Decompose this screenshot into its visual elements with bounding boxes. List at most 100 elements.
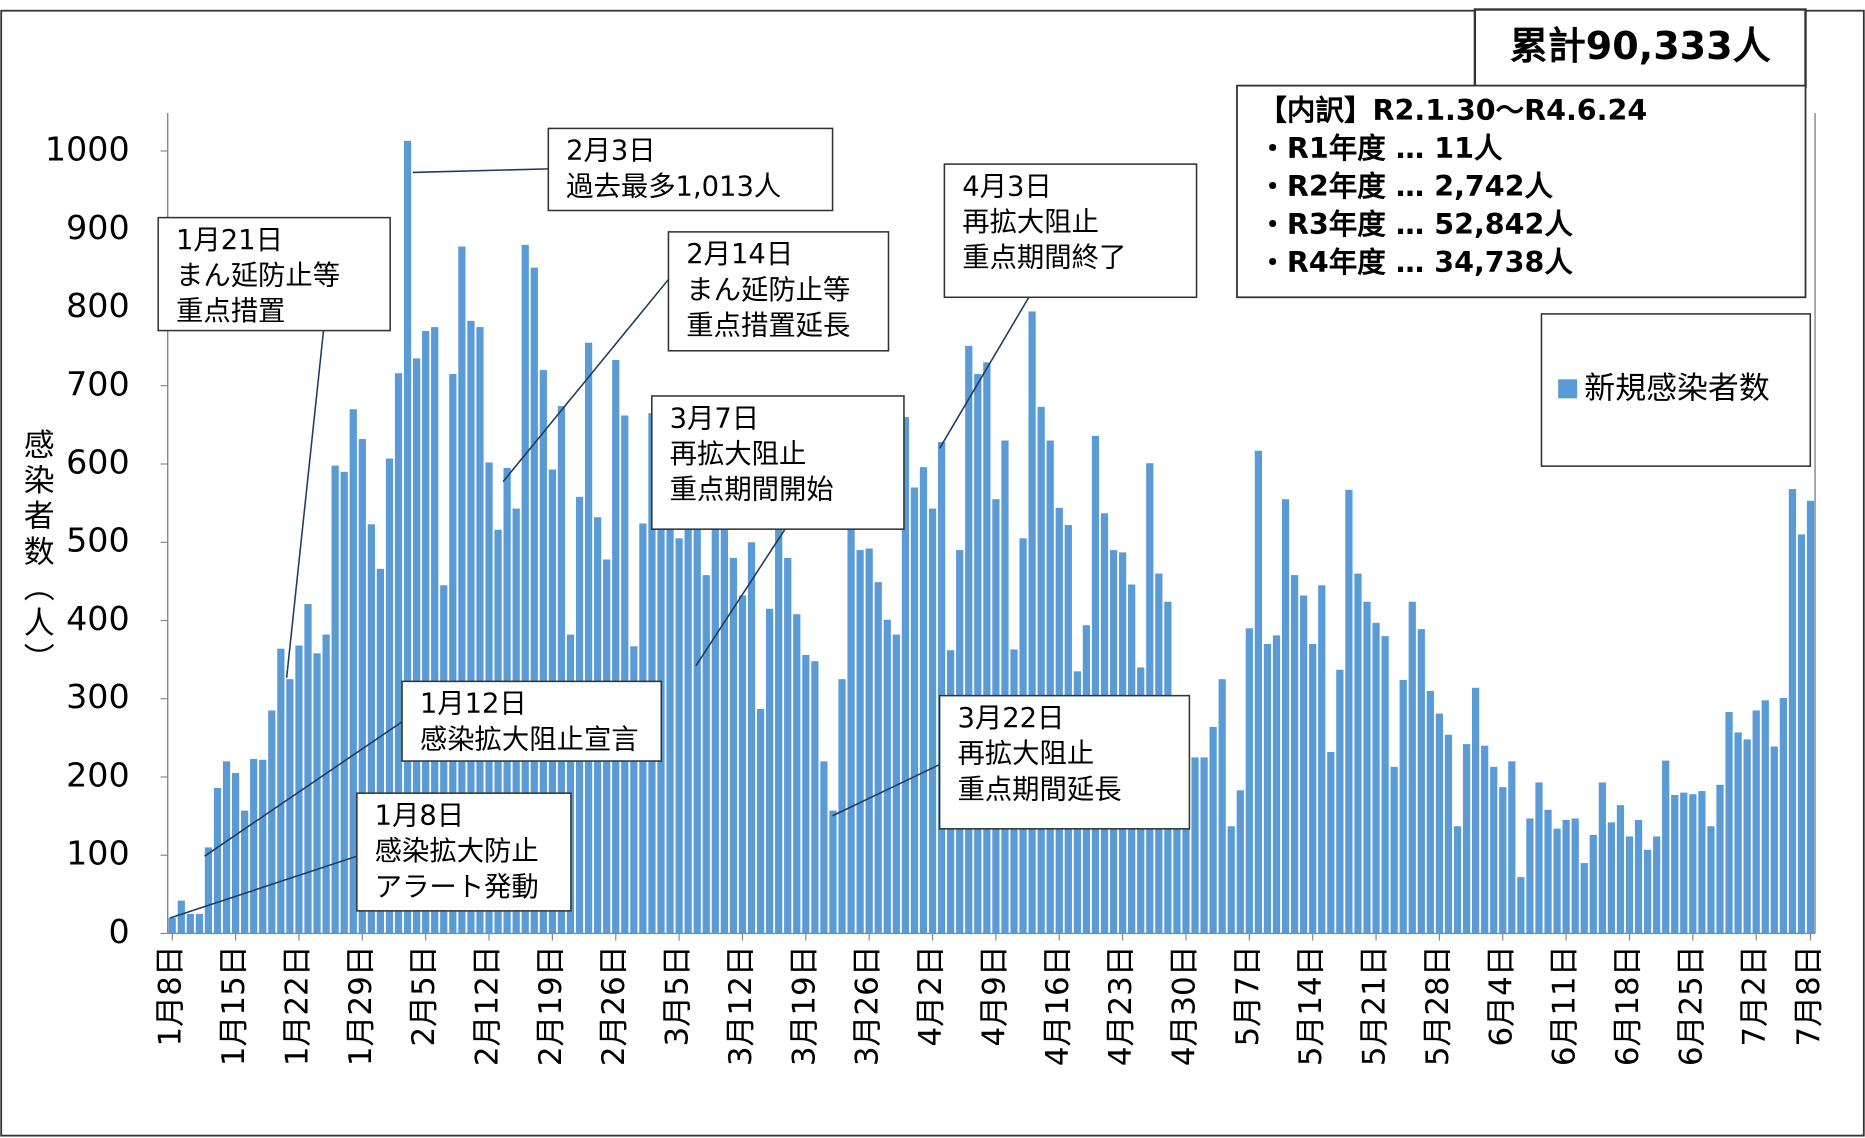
bar <box>720 495 728 934</box>
bar <box>648 413 656 934</box>
x-tick-label: 4月30日 <box>1166 945 1202 1066</box>
bar <box>1472 687 1480 934</box>
bar <box>1281 499 1290 934</box>
x-tick-label: 2月12日 <box>470 945 506 1066</box>
bar <box>277 648 285 934</box>
bar <box>1562 820 1570 934</box>
bar <box>765 608 774 934</box>
bar <box>322 634 330 934</box>
bar <box>811 661 819 934</box>
bar <box>1752 710 1760 934</box>
bar <box>738 595 747 934</box>
bar <box>1698 791 1706 934</box>
bar <box>1734 732 1742 934</box>
annotation-text: 重点期間終了 <box>962 243 1126 274</box>
bar <box>1354 573 1362 934</box>
bar <box>1499 787 1507 934</box>
bar <box>856 550 864 934</box>
bar <box>612 359 620 934</box>
bar <box>557 406 566 934</box>
bar <box>367 524 375 934</box>
bar <box>847 518 855 934</box>
x-tick-label: 1月29日 <box>343 945 379 1066</box>
bar <box>1182 737 1190 934</box>
bar <box>1616 805 1625 934</box>
annotation-leader <box>832 763 940 817</box>
bar <box>1399 679 1407 934</box>
bar <box>259 759 267 934</box>
bar <box>1544 809 1552 934</box>
bar <box>1218 679 1226 934</box>
bar <box>313 653 321 934</box>
bar <box>412 358 421 934</box>
bar <box>1490 766 1498 934</box>
annotation-text: 重点措置 <box>176 296 285 327</box>
bar <box>1797 534 1806 934</box>
bar <box>231 773 240 934</box>
bar <box>1643 849 1652 934</box>
annotation-text: 3月7日 <box>670 403 759 434</box>
bar <box>295 645 303 934</box>
y-tick-label: 800 <box>66 286 130 325</box>
bar <box>1553 828 1561 934</box>
bar <box>467 320 475 934</box>
annotation-leader <box>502 278 670 483</box>
x-tick-label: 6月11日 <box>1547 945 1583 1066</box>
y-tick-label: 900 <box>66 208 130 247</box>
annotation-text: アラート発動 <box>375 872 539 903</box>
annotation-text: 再拡大阻止 <box>670 439 807 470</box>
x-tick-label: 5月14日 <box>1293 945 1329 1066</box>
bar <box>177 900 185 934</box>
bar <box>431 327 439 934</box>
bar <box>1408 601 1416 934</box>
bar <box>1046 440 1054 934</box>
y-tick-label: 600 <box>66 443 130 482</box>
annotation-text: 2月3日 <box>566 136 655 167</box>
annotation-box <box>157 216 391 332</box>
bar <box>937 442 946 934</box>
breakdown-text: ・R3年度 … 52,842人 <box>1258 208 1573 241</box>
bar <box>1254 450 1263 934</box>
x-tick-label: 7月8日 <box>1791 945 1827 1046</box>
bar <box>974 374 982 934</box>
x-tick-label: 4月23日 <box>1103 945 1139 1066</box>
bar <box>711 526 719 934</box>
bar <box>666 495 674 934</box>
x-tick-label: 2月26日 <box>596 945 632 1066</box>
bar <box>747 542 756 934</box>
bar <box>1263 643 1272 934</box>
y-axis-label: 感染者数（人） <box>18 428 54 678</box>
legend-label: 新規感染者数 <box>1584 371 1770 407</box>
y-tick-label: 1000 <box>45 130 130 169</box>
annotation-text: 感染拡大阻止宣言 <box>420 724 639 755</box>
bar <box>340 471 348 934</box>
annotation-text: 2月14日 <box>686 239 793 270</box>
bar <box>1526 818 1534 934</box>
annotation-leader <box>412 168 549 174</box>
bar <box>186 913 194 934</box>
bar <box>1417 629 1425 934</box>
breakdown-text: ・R4年度 … 34,738人 <box>1258 246 1573 279</box>
bar <box>1725 712 1733 934</box>
bar <box>1589 834 1597 934</box>
x-tick-label: 5月21日 <box>1357 945 1393 1066</box>
bar <box>403 140 412 934</box>
bar <box>449 374 457 934</box>
bar <box>1300 595 1308 934</box>
bar <box>983 362 991 934</box>
annotation-text: 重点措置延長 <box>686 311 850 342</box>
bar <box>630 646 638 934</box>
y-tick-label: 700 <box>66 364 130 403</box>
bar <box>584 342 593 934</box>
bar <box>820 761 828 934</box>
bar <box>729 557 738 934</box>
bar <box>1689 794 1697 934</box>
bar <box>1209 726 1217 934</box>
bar <box>286 679 294 934</box>
annotation-leader <box>204 721 403 857</box>
annotation-text: 1月8日 <box>375 800 464 831</box>
bar <box>621 415 629 934</box>
y-tick-label: 0 <box>108 912 129 951</box>
breakdown-text: 【内訳】R2.1.30～R4.6.24 <box>1258 94 1647 127</box>
annotation-text: 4月3日 <box>962 171 1051 202</box>
